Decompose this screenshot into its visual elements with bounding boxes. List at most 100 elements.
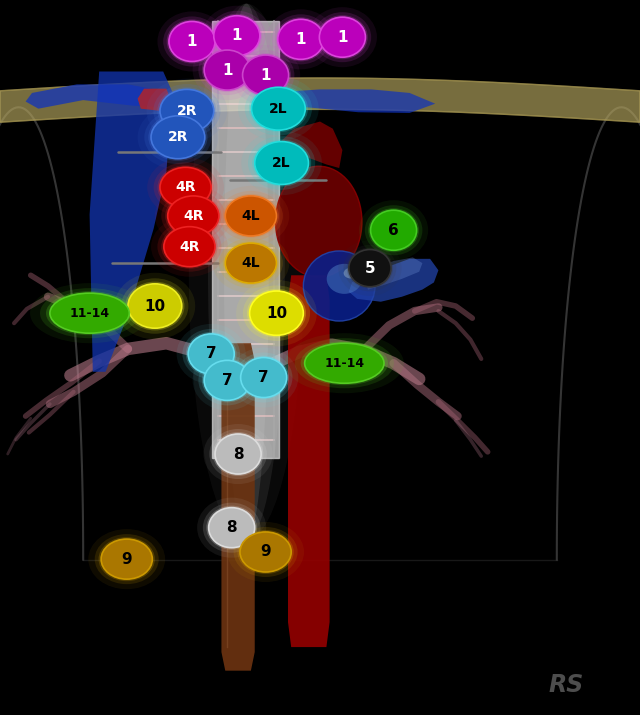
Ellipse shape bbox=[247, 289, 306, 337]
Ellipse shape bbox=[347, 247, 393, 289]
Ellipse shape bbox=[95, 534, 159, 584]
Text: RS: RS bbox=[548, 673, 584, 697]
Ellipse shape bbox=[248, 137, 316, 190]
Ellipse shape bbox=[266, 9, 335, 69]
Text: 7: 7 bbox=[206, 347, 216, 361]
Ellipse shape bbox=[88, 529, 165, 589]
Ellipse shape bbox=[215, 434, 261, 474]
Ellipse shape bbox=[305, 343, 384, 383]
Ellipse shape bbox=[125, 282, 184, 330]
Ellipse shape bbox=[255, 142, 308, 184]
Ellipse shape bbox=[211, 14, 262, 58]
Ellipse shape bbox=[154, 84, 220, 138]
Text: 1: 1 bbox=[337, 30, 348, 44]
Ellipse shape bbox=[314, 12, 371, 62]
Ellipse shape bbox=[157, 11, 227, 72]
Ellipse shape bbox=[244, 82, 312, 136]
Text: 2R: 2R bbox=[168, 130, 188, 144]
Ellipse shape bbox=[308, 7, 377, 67]
Ellipse shape bbox=[198, 355, 256, 405]
Ellipse shape bbox=[128, 284, 182, 328]
Ellipse shape bbox=[208, 4, 285, 540]
Ellipse shape bbox=[301, 341, 388, 385]
Ellipse shape bbox=[240, 532, 291, 572]
Text: 5: 5 bbox=[365, 261, 375, 275]
Ellipse shape bbox=[359, 200, 428, 260]
Ellipse shape bbox=[165, 194, 221, 238]
Text: 1: 1 bbox=[232, 29, 242, 43]
Ellipse shape bbox=[250, 291, 303, 335]
Text: 1: 1 bbox=[260, 68, 271, 82]
Text: 2L: 2L bbox=[269, 102, 288, 116]
Ellipse shape bbox=[237, 530, 294, 574]
Text: 1: 1 bbox=[187, 34, 197, 49]
Text: 4L: 4L bbox=[241, 256, 260, 270]
Ellipse shape bbox=[214, 16, 260, 56]
Polygon shape bbox=[26, 84, 166, 109]
Ellipse shape bbox=[371, 210, 417, 250]
Ellipse shape bbox=[285, 333, 404, 393]
Polygon shape bbox=[221, 343, 255, 671]
Text: 8: 8 bbox=[227, 521, 237, 535]
Text: 11-14: 11-14 bbox=[70, 307, 109, 320]
Text: 4R: 4R bbox=[175, 180, 196, 194]
Ellipse shape bbox=[145, 111, 211, 164]
Ellipse shape bbox=[206, 506, 257, 550]
Ellipse shape bbox=[154, 162, 218, 212]
Ellipse shape bbox=[219, 191, 283, 241]
Polygon shape bbox=[269, 122, 342, 168]
Ellipse shape bbox=[166, 19, 218, 64]
Ellipse shape bbox=[303, 251, 375, 321]
Ellipse shape bbox=[223, 241, 279, 285]
Text: 11-14: 11-14 bbox=[324, 357, 364, 370]
Ellipse shape bbox=[317, 15, 368, 59]
Text: 7: 7 bbox=[222, 373, 232, 388]
Ellipse shape bbox=[225, 196, 276, 236]
Ellipse shape bbox=[99, 537, 155, 581]
Ellipse shape bbox=[193, 350, 262, 410]
Ellipse shape bbox=[151, 116, 205, 159]
Ellipse shape bbox=[198, 45, 256, 95]
Ellipse shape bbox=[236, 280, 317, 347]
Ellipse shape bbox=[115, 273, 195, 340]
Ellipse shape bbox=[160, 167, 211, 207]
Ellipse shape bbox=[157, 165, 214, 209]
Ellipse shape bbox=[225, 243, 276, 283]
Ellipse shape bbox=[161, 225, 218, 269]
Ellipse shape bbox=[204, 424, 273, 484]
Ellipse shape bbox=[177, 324, 246, 384]
Ellipse shape bbox=[234, 527, 298, 577]
Text: 10: 10 bbox=[144, 299, 166, 313]
Ellipse shape bbox=[204, 360, 250, 400]
Ellipse shape bbox=[235, 352, 292, 403]
Polygon shape bbox=[262, 89, 435, 113]
Ellipse shape bbox=[240, 53, 291, 97]
Ellipse shape bbox=[344, 267, 358, 279]
Text: 4R: 4R bbox=[179, 240, 200, 254]
Ellipse shape bbox=[252, 139, 311, 187]
Ellipse shape bbox=[243, 285, 310, 341]
Ellipse shape bbox=[209, 508, 255, 548]
Ellipse shape bbox=[252, 87, 305, 130]
Ellipse shape bbox=[295, 338, 394, 388]
Ellipse shape bbox=[338, 240, 402, 296]
Text: 6: 6 bbox=[388, 223, 399, 237]
Ellipse shape bbox=[238, 355, 289, 400]
Ellipse shape bbox=[160, 89, 214, 132]
Ellipse shape bbox=[319, 17, 365, 57]
Ellipse shape bbox=[186, 332, 237, 376]
Ellipse shape bbox=[212, 233, 289, 293]
Ellipse shape bbox=[197, 498, 266, 558]
Ellipse shape bbox=[275, 17, 326, 61]
Ellipse shape bbox=[219, 238, 283, 288]
Ellipse shape bbox=[249, 85, 308, 132]
Ellipse shape bbox=[202, 358, 253, 403]
Ellipse shape bbox=[30, 283, 149, 343]
Text: 4R: 4R bbox=[183, 209, 204, 223]
Text: 1: 1 bbox=[296, 32, 306, 46]
Ellipse shape bbox=[209, 429, 267, 479]
Ellipse shape bbox=[365, 205, 422, 255]
Ellipse shape bbox=[204, 50, 250, 90]
Ellipse shape bbox=[238, 77, 319, 141]
Ellipse shape bbox=[122, 278, 188, 334]
